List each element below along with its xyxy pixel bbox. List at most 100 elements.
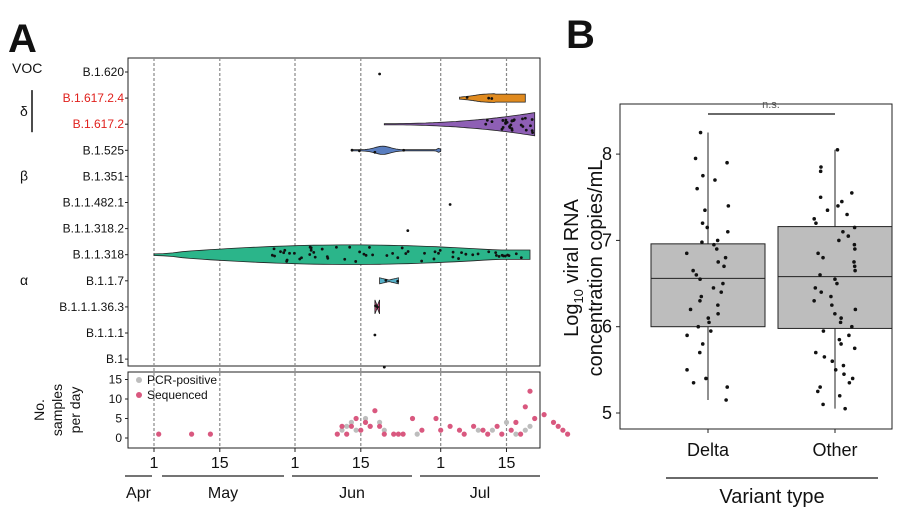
observation-dot bbox=[510, 127, 514, 131]
box-point bbox=[850, 191, 854, 195]
observation-dot bbox=[500, 127, 504, 131]
observation-dot bbox=[423, 251, 426, 255]
observation-dot bbox=[497, 254, 501, 258]
panel-a-letter: A bbox=[8, 17, 37, 61]
box-point bbox=[853, 307, 858, 312]
observation-dot bbox=[285, 259, 289, 263]
panel-b-letter: B bbox=[566, 13, 595, 57]
observation-dot bbox=[490, 120, 494, 124]
count-point-sequenced bbox=[555, 423, 561, 429]
lineage-label: B.1.1.7 bbox=[86, 274, 124, 288]
date-axis-tick-label: 15 bbox=[352, 455, 370, 472]
box-point bbox=[821, 255, 825, 260]
observation-dot bbox=[503, 254, 507, 258]
observation-dot bbox=[519, 256, 523, 260]
observation-dot bbox=[273, 254, 276, 258]
box-point bbox=[684, 251, 689, 256]
box-point bbox=[695, 186, 699, 191]
lineage-label: B.1.1.318.2 bbox=[63, 222, 125, 236]
box-point bbox=[836, 204, 840, 208]
violin-B.1.617.2 bbox=[383, 112, 536, 137]
box-point bbox=[840, 199, 844, 204]
box-point bbox=[716, 303, 720, 307]
count-point-sequenced bbox=[499, 431, 505, 437]
month-label: May bbox=[208, 485, 238, 502]
count-panel-frame bbox=[127, 371, 541, 449]
observation-dot bbox=[514, 252, 518, 256]
observation-dot bbox=[508, 125, 511, 128]
observation-dot bbox=[433, 250, 437, 254]
observation-dot bbox=[371, 253, 375, 257]
lineage-label: B.1.1.1.36.3 bbox=[59, 300, 124, 314]
observation-dot bbox=[279, 250, 282, 254]
lineage-label: B.1.1.482.1 bbox=[63, 196, 125, 210]
box-point bbox=[812, 217, 817, 221]
box-point bbox=[853, 247, 857, 251]
count-point-sequenced bbox=[372, 408, 378, 414]
box-point bbox=[833, 368, 838, 372]
observation-dot bbox=[308, 245, 312, 249]
count-point-pcr-positive bbox=[503, 419, 510, 425]
box-point bbox=[835, 281, 839, 286]
count-point-sequenced bbox=[550, 419, 557, 425]
month-label: Apr bbox=[126, 485, 152, 502]
count-point-sequenced bbox=[409, 415, 416, 422]
box-point bbox=[713, 178, 717, 182]
observation-dot bbox=[282, 251, 286, 255]
box-point bbox=[821, 329, 826, 333]
box-point bbox=[818, 273, 822, 277]
count-point-sequenced bbox=[513, 419, 519, 425]
count-point-sequenced bbox=[494, 423, 500, 429]
box-point bbox=[699, 294, 704, 299]
box-delta bbox=[650, 243, 766, 328]
single-observation-dot bbox=[406, 229, 410, 233]
count-point-sequenced bbox=[522, 404, 528, 410]
count-point-sequenced bbox=[541, 412, 547, 418]
legend-label: Sequenced bbox=[147, 388, 208, 402]
count-axis-title-line: No. bbox=[31, 399, 47, 421]
box-point bbox=[818, 195, 823, 200]
count-point-pcr-positive bbox=[377, 419, 383, 425]
box-point bbox=[813, 286, 818, 290]
significance-label: n.s. bbox=[762, 99, 780, 111]
count-point-sequenced bbox=[565, 431, 571, 437]
count-point-sequenced bbox=[471, 423, 477, 429]
count-point-sequenced bbox=[400, 431, 406, 437]
observation-dot bbox=[312, 250, 316, 254]
count-axis-title-line: per day bbox=[67, 387, 83, 434]
box-point bbox=[852, 225, 857, 230]
box-point bbox=[688, 307, 693, 312]
box-point bbox=[852, 260, 856, 264]
box-point bbox=[838, 320, 843, 325]
box-point bbox=[830, 303, 834, 307]
lineage-label: B.1.617.2.4 bbox=[63, 91, 125, 105]
box-point bbox=[700, 240, 704, 244]
box-point bbox=[830, 359, 835, 364]
box-point bbox=[698, 130, 703, 135]
box-y-title-line1: Log10 viral RNA bbox=[561, 198, 586, 337]
violin-panel-frame bbox=[127, 57, 541, 367]
box-point bbox=[697, 350, 702, 355]
box-point bbox=[842, 372, 846, 376]
observation-dot bbox=[530, 129, 534, 133]
lineage-label: B.1 bbox=[106, 352, 124, 366]
box-point bbox=[685, 333, 689, 338]
observation-dot bbox=[384, 278, 388, 282]
count-point-sequenced bbox=[362, 419, 369, 425]
box-point bbox=[712, 242, 716, 247]
box-point bbox=[715, 238, 720, 243]
observation-dot bbox=[272, 247, 276, 251]
count-point-sequenced bbox=[358, 427, 364, 433]
box-y-tick-label: 7 bbox=[602, 230, 612, 250]
observation-dot bbox=[490, 97, 494, 100]
date-axis-tick-label: 15 bbox=[498, 455, 516, 472]
observation-dot bbox=[460, 251, 463, 254]
month-label: Jul bbox=[470, 485, 490, 502]
observation-dot bbox=[504, 118, 508, 122]
box-point bbox=[852, 242, 857, 247]
lineage-label: B.1.617.2 bbox=[73, 117, 125, 131]
observation-dot bbox=[521, 117, 524, 121]
observation-dot bbox=[438, 248, 442, 252]
observation-dot bbox=[368, 246, 371, 249]
